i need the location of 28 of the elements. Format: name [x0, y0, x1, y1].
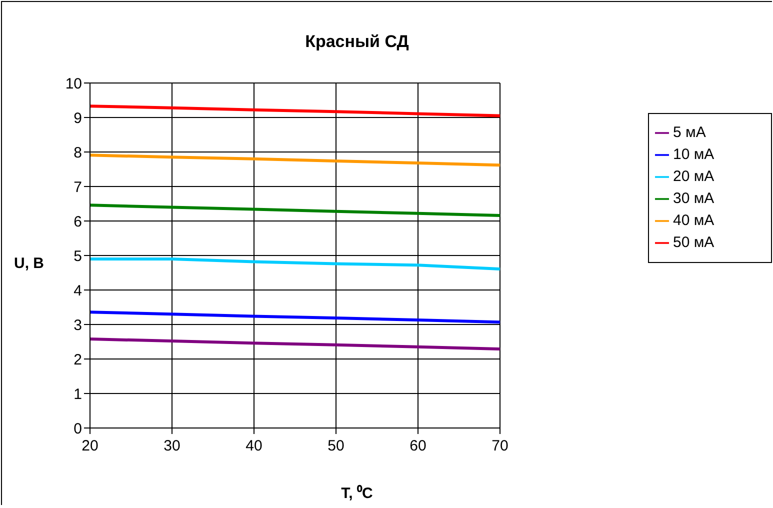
legend-label: 10 мА — [673, 146, 714, 163]
line-series — [90, 204, 500, 217]
y-tick-label: 9 — [74, 110, 82, 127]
legend-label: 50 мА — [673, 234, 714, 251]
legend-label: 5 мА — [673, 124, 706, 141]
y-tick-label: 0 — [74, 420, 82, 438]
x-tick-label: 40 — [246, 438, 262, 455]
legend-label: 40 мА — [673, 212, 714, 229]
legend-label: 20 мА — [673, 168, 714, 185]
x-tick-label: 70 — [492, 438, 508, 455]
y-tick-label: 5 — [74, 248, 82, 265]
y-tick-label: 3 — [74, 316, 82, 334]
x-tick-label: 60 — [410, 438, 426, 455]
chart-title: Красный СД — [304, 32, 410, 52]
y-axis-title: U, В — [14, 255, 44, 272]
line-series — [90, 337, 500, 350]
y-tick-label: 4 — [74, 282, 82, 300]
legend-label: 30 мА — [673, 190, 714, 207]
y-tick-label: 6 — [74, 213, 82, 230]
x-tick-label: 50 — [328, 438, 344, 455]
y-tick-label: 10 — [65, 75, 82, 92]
x-tick-label: 20 — [82, 438, 98, 455]
x-tick-label: 30 — [164, 438, 180, 455]
y-tick-label: 8 — [74, 144, 82, 162]
y-tick-label: 7 — [74, 178, 82, 196]
y-tick-label: 1 — [74, 386, 82, 403]
x-axis-title: T, ⁰C — [340, 484, 374, 502]
y-tick-label: 2 — [74, 351, 82, 368]
